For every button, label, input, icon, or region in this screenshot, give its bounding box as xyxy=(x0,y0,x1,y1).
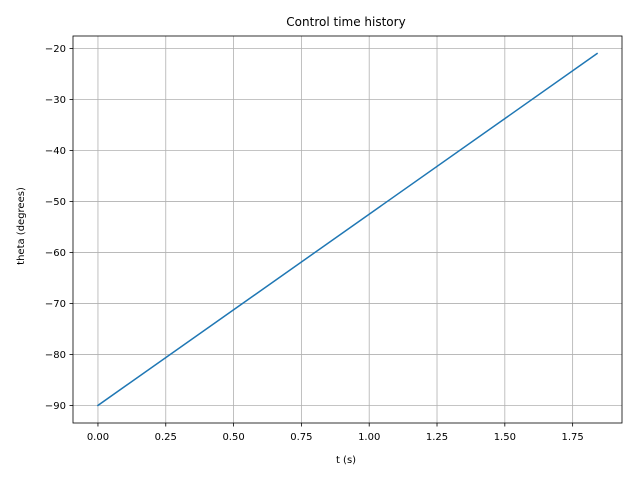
data-series xyxy=(96,52,599,407)
axes xyxy=(72,35,623,424)
x-tick-label: 0.25 xyxy=(155,432,177,443)
y-tick-label: −50 xyxy=(45,197,66,208)
y-axis-label: theta (degrees) xyxy=(16,187,27,265)
x-tick-label: 1.75 xyxy=(562,432,584,443)
x-tick-label: 1.00 xyxy=(358,432,380,443)
y-tick-label: −80 xyxy=(45,350,66,361)
y-tick-label: −70 xyxy=(45,299,66,310)
y-tick-label: −60 xyxy=(45,248,66,259)
ticks: 0.00 0.25 0.50 0.75 1.00 1.25 1.50 1.75 −90 −80 −7… xyxy=(45,44,584,443)
x-tick-label: 0.75 xyxy=(290,432,312,443)
plot-frame xyxy=(72,35,623,424)
y-tick-label: −20 xyxy=(45,44,66,55)
x-tick-label: 1.25 xyxy=(426,432,448,443)
y-tick-label: −30 xyxy=(45,95,66,106)
x-tick-label: 0.00 xyxy=(87,432,109,443)
x-axis-label: t (s) xyxy=(336,455,356,466)
x-tick-label: 1.50 xyxy=(494,432,516,443)
series-line xyxy=(96,52,599,407)
chart-title: Control time history xyxy=(286,15,405,29)
x-tick-label: 0.50 xyxy=(222,432,244,443)
y-tick-label: −40 xyxy=(45,146,66,157)
y-tick-label: −90 xyxy=(45,401,66,412)
grid-lines xyxy=(73,36,622,423)
